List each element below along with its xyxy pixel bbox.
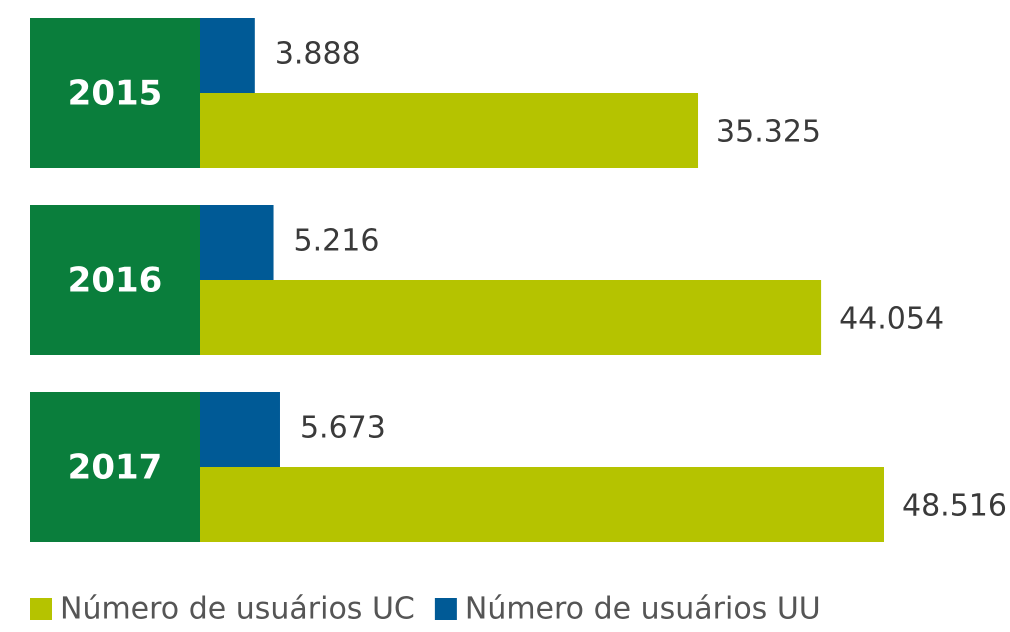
legend-swatch [434,598,457,620]
bar [200,18,255,93]
value-label: 5.216 [294,224,380,259]
legend-label: Número de usuários UU [465,592,821,627]
value-label: 35.325 [716,115,821,150]
legend-swatch [30,598,52,620]
category-box [30,18,200,168]
bar [200,467,884,542]
category-box [30,205,200,355]
bar [200,93,699,168]
value-label: 44.054 [839,302,944,337]
bar [200,205,274,280]
bar [200,392,280,467]
category-label: 2016 [68,261,163,301]
value-label: 48.516 [902,489,1007,524]
bar [200,280,822,355]
value-label: 5.673 [300,411,386,446]
value-label: 3.888 [275,37,361,72]
category-box [30,392,200,542]
category-label: 2017 [68,448,163,488]
category-label: 2015 [68,74,163,114]
legend-label: Número de usuários UC [60,592,415,627]
